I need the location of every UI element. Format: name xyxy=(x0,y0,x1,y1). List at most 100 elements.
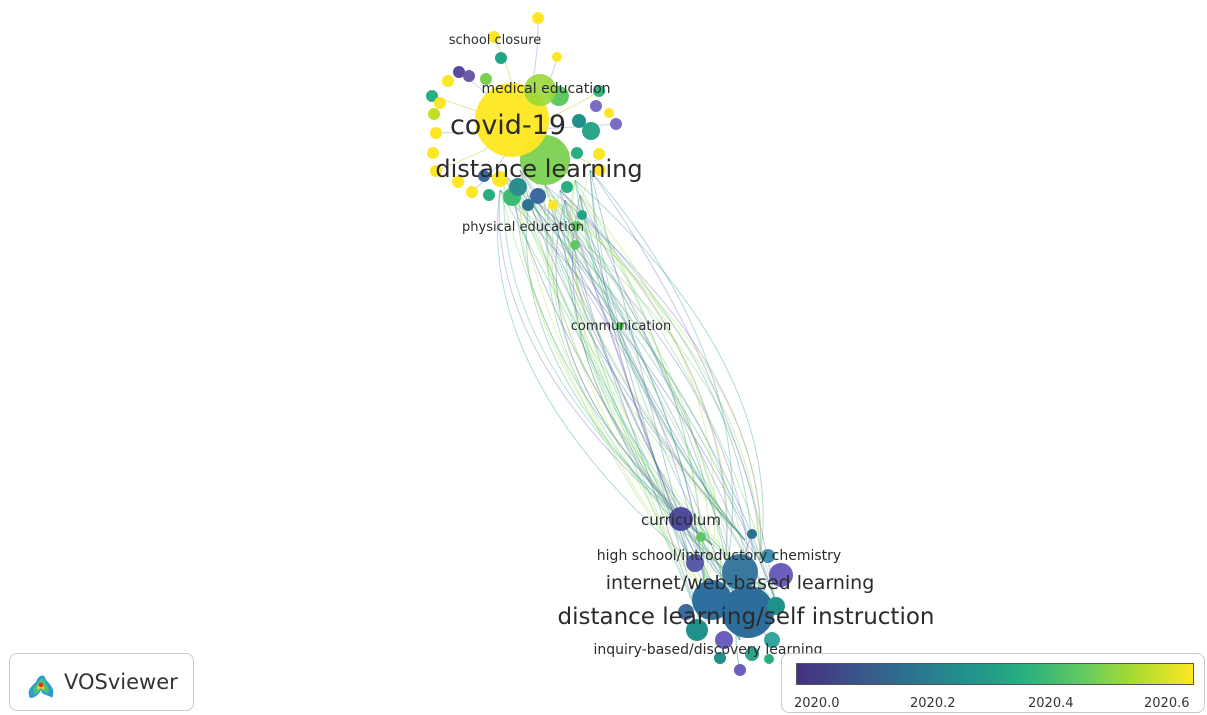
term-node[interactable] xyxy=(722,586,774,638)
term-node[interactable] xyxy=(480,73,492,85)
label-internet-web-based-learning[interactable]: internet/web-based learning xyxy=(606,572,875,594)
link-line xyxy=(549,199,746,541)
link-line xyxy=(589,169,776,601)
label-high-school-introductory-chemistry[interactable]: high school/introductory chemistry xyxy=(597,548,841,564)
link-line xyxy=(529,194,721,601)
link-line xyxy=(549,199,709,621)
link-line xyxy=(544,184,766,591)
link-line xyxy=(519,169,746,541)
term-node[interactable] xyxy=(669,507,693,531)
term-node[interactable] xyxy=(696,532,706,542)
term-node[interactable] xyxy=(761,549,775,563)
term-node[interactable] xyxy=(428,108,440,120)
link-line xyxy=(559,189,728,601)
term-node[interactable] xyxy=(610,118,622,130)
link-line xyxy=(579,194,761,561)
term-node[interactable] xyxy=(714,652,726,664)
link-line xyxy=(529,194,691,561)
link-line xyxy=(526,194,713,546)
link-line xyxy=(574,179,701,621)
term-node[interactable] xyxy=(590,100,602,112)
term-node[interactable] xyxy=(734,664,746,676)
link-line xyxy=(574,179,764,561)
term-node[interactable] xyxy=(426,90,438,102)
link-line xyxy=(504,174,722,601)
term-node[interactable] xyxy=(442,75,454,87)
label-medical-education[interactable]: medical education xyxy=(481,81,610,97)
term-node[interactable] xyxy=(747,529,757,539)
term-node[interactable] xyxy=(452,176,464,188)
term-node[interactable] xyxy=(427,147,439,159)
link-line xyxy=(549,199,766,591)
term-node[interactable] xyxy=(593,148,605,160)
term-node[interactable] xyxy=(769,563,793,587)
link-line xyxy=(579,194,716,621)
link-line xyxy=(579,194,746,541)
term-node[interactable] xyxy=(478,170,490,182)
term-node[interactable] xyxy=(463,70,475,82)
term-node[interactable] xyxy=(715,631,733,649)
link-line xyxy=(519,169,766,591)
label-communication[interactable]: communication xyxy=(571,319,672,334)
term-node[interactable] xyxy=(745,647,759,661)
label-school-closure[interactable]: school closure xyxy=(449,33,542,48)
term-node[interactable] xyxy=(686,619,708,641)
link-line xyxy=(499,189,776,601)
color-scale-legend: 2020.0 2020.2 2020.4 2020.6 xyxy=(781,653,1205,713)
link-line xyxy=(504,174,691,561)
term-node[interactable] xyxy=(764,632,780,648)
term-node[interactable] xyxy=(483,189,495,201)
term-node[interactable] xyxy=(604,108,614,118)
term-node[interactable] xyxy=(532,12,544,24)
term-node[interactable] xyxy=(593,85,605,97)
term-node[interactable] xyxy=(577,210,587,220)
link-line xyxy=(514,184,746,541)
link-line xyxy=(496,189,691,561)
label-distance-learning-self-instruction[interactable]: distance learning/self instruction xyxy=(558,604,935,630)
vosviewer-logo-panel: VOSviewer xyxy=(9,653,194,711)
label-inquiry-based-discovery-learning[interactable]: inquiry-based/discovery learning xyxy=(593,642,822,658)
term-node[interactable] xyxy=(582,122,600,140)
term-node[interactable] xyxy=(488,31,500,43)
link-line xyxy=(514,184,701,621)
term-node[interactable] xyxy=(767,597,785,615)
term-node[interactable] xyxy=(571,221,581,231)
term-node[interactable] xyxy=(509,178,527,196)
link-line xyxy=(579,194,766,591)
term-node[interactable] xyxy=(430,127,442,139)
legend-tick: 2020.6 xyxy=(1144,696,1190,711)
term-node[interactable] xyxy=(548,200,558,210)
label-covid-19[interactable]: covid-19 xyxy=(450,110,566,141)
term-node[interactable] xyxy=(572,114,586,128)
label-physical-education[interactable]: physical education xyxy=(462,220,584,235)
term-node[interactable] xyxy=(764,654,774,664)
link-line xyxy=(575,169,713,546)
term-node[interactable] xyxy=(594,164,606,176)
term-node[interactable] xyxy=(522,199,534,211)
label-curriculum[interactable]: curriculum xyxy=(641,511,721,529)
term-node[interactable] xyxy=(678,604,694,620)
term-node[interactable] xyxy=(570,240,580,250)
term-node[interactable] xyxy=(530,188,546,204)
link-line xyxy=(555,199,713,546)
term-node[interactable] xyxy=(616,322,624,330)
term-node[interactable] xyxy=(571,147,583,159)
link-line xyxy=(559,189,776,601)
term-node[interactable] xyxy=(453,66,465,78)
term-node[interactable] xyxy=(434,97,446,109)
term-node[interactable] xyxy=(552,52,562,62)
term-node[interactable] xyxy=(492,171,508,187)
link-line xyxy=(499,189,751,611)
term-node[interactable] xyxy=(430,165,442,177)
term-node[interactable] xyxy=(692,580,732,620)
term-node[interactable] xyxy=(466,186,478,198)
label-distance-learning[interactable]: distance learning xyxy=(435,155,642,183)
term-node[interactable] xyxy=(561,181,573,193)
term-node[interactable] xyxy=(495,52,507,64)
term-nodes[interactable] xyxy=(426,12,793,676)
term-node[interactable] xyxy=(722,554,758,590)
term-node[interactable] xyxy=(686,554,704,572)
term-node[interactable] xyxy=(524,74,556,106)
link-line xyxy=(514,184,706,591)
